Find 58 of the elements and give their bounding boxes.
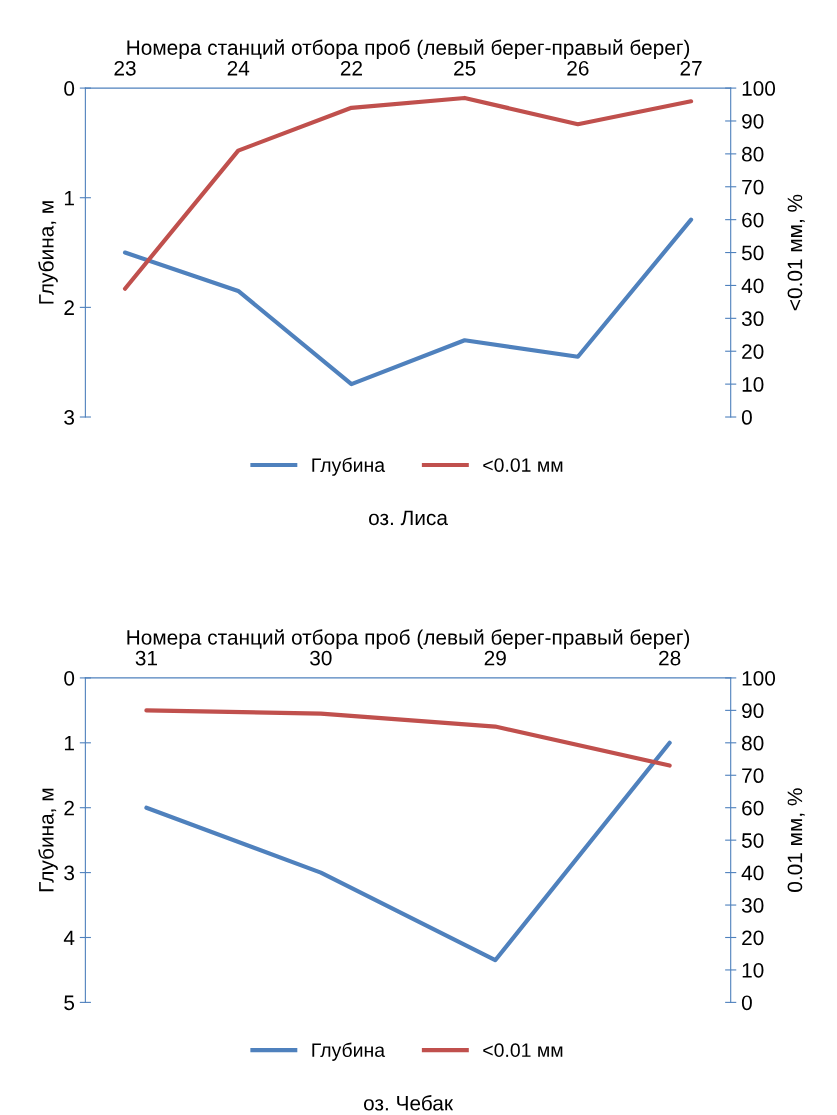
- legend-label: <0.01 мм: [483, 1043, 563, 1058]
- x-tick-label: 26: [567, 60, 589, 76]
- x-tick-label: 22: [340, 60, 362, 76]
- y2-tick-label: 90: [742, 703, 764, 719]
- x-tick-label: 28: [659, 650, 681, 666]
- legend-label: Глубина: [312, 1042, 386, 1061]
- y-tick-label: 3: [64, 865, 75, 881]
- line-series: [144, 740, 672, 963]
- y2-tick-label: 20: [742, 930, 764, 946]
- x-tick-label: 24: [227, 60, 250, 76]
- y2-tick-label: 0: [741, 410, 752, 425]
- line-series: [122, 95, 694, 291]
- x-tick-label: 30: [310, 650, 332, 666]
- y2-axis-title: <0.01 мм, %: [787, 194, 805, 311]
- y-tick-label: 3: [64, 410, 75, 425]
- y2-tick-label: 0: [741, 995, 752, 1011]
- legend-label: <0.01 мм: [483, 458, 563, 472]
- text: оз. Чебак: [363, 1095, 454, 1111]
- y2-tick-label: 10: [742, 962, 764, 978]
- line-series: [144, 708, 672, 768]
- y2-tick-label: 70: [742, 179, 764, 195]
- y2-tick-label: 100: [742, 81, 776, 96]
- line-series: [122, 217, 694, 387]
- y-axis-title: Глубина, м: [38, 788, 58, 892]
- y2-tick-label: 100: [742, 670, 776, 686]
- y-tick-label: 2: [64, 800, 74, 816]
- x-tick-label: 31: [135, 650, 157, 666]
- y2-tick-label: 40: [741, 865, 764, 881]
- y2-tick-label: 30: [741, 311, 764, 327]
- y-tick-label: 5: [64, 995, 75, 1011]
- y2-tick-label: 30: [741, 898, 764, 913]
- y2-axis-title: 0.01 мм, %: [787, 788, 805, 892]
- y-tick-label: 0: [64, 81, 75, 96]
- y2-tick-label: 90: [742, 113, 764, 129]
- y2-tick-label: 50: [741, 245, 764, 261]
- y-tick-label: 2: [64, 300, 74, 315]
- x-tick-label: 27: [680, 60, 702, 76]
- legend-label: Глубина: [312, 457, 386, 476]
- y2-tick-label: 60: [742, 800, 764, 816]
- y2-tick-label: 70: [742, 768, 764, 784]
- x-tick-label: 25: [454, 60, 476, 76]
- y2-tick-label: 80: [742, 735, 764, 751]
- y2-tick-label: 10: [742, 377, 764, 392]
- x-axis-title: Номера станций отбора проб (левый берег-правый берег): [127, 39, 690, 60]
- y2-tick-label: 40: [741, 278, 764, 294]
- y2-tick-label: 50: [741, 833, 764, 848]
- y-axis-title: Глубина, м: [38, 201, 58, 304]
- y2-tick-label: 80: [742, 146, 764, 162]
- y2-tick-label: 20: [742, 344, 764, 359]
- x-axis-title: Номера станций отбора проб (левый берег-правый берег): [127, 629, 690, 649]
- y-tick-label: 1: [64, 736, 74, 751]
- x-tick-label: 29: [484, 650, 506, 666]
- y2-tick-label: 60: [742, 212, 764, 228]
- text: оз. Лиса: [369, 510, 448, 526]
- y-tick-label: 0: [64, 670, 75, 686]
- y-tick-label: 4: [63, 930, 75, 946]
- x-tick-label: 23: [114, 60, 136, 76]
- y-tick-label: 1: [64, 190, 74, 206]
